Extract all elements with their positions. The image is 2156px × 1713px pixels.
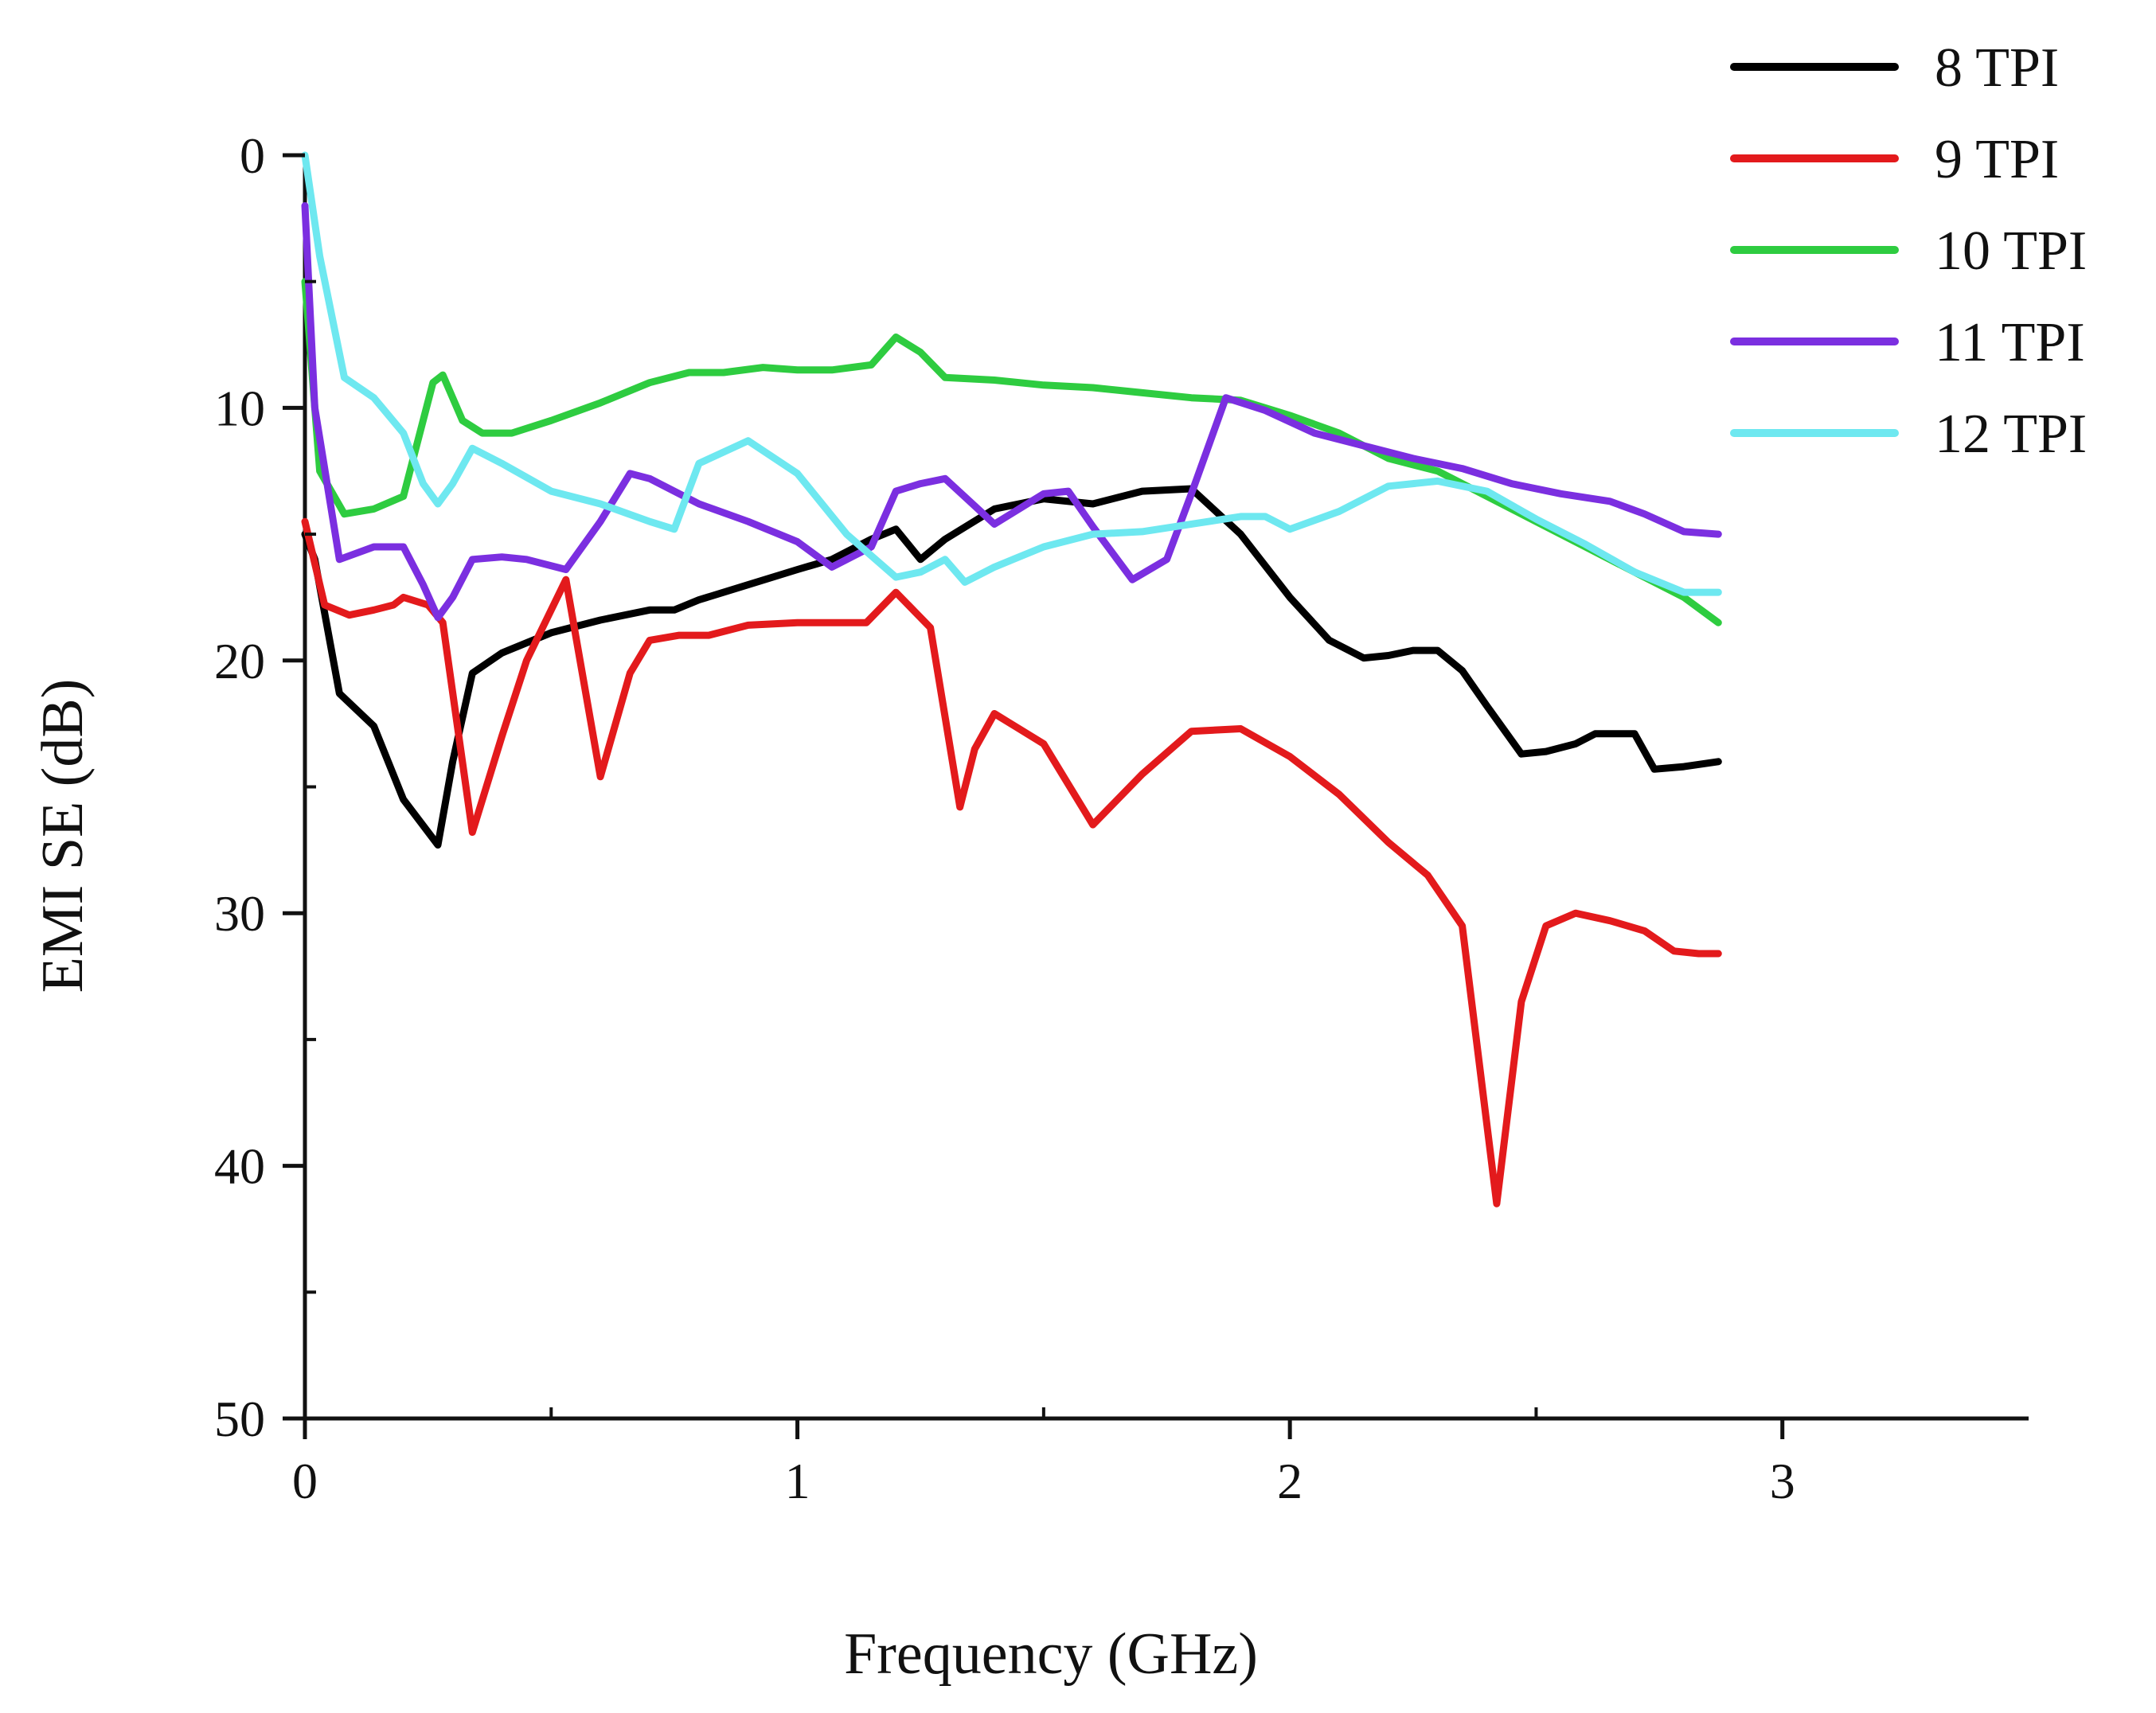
series-line-8-tpi xyxy=(301,485,1722,849)
x-tick-label: 2 xyxy=(1277,1453,1303,1509)
y-tick-label: 10 xyxy=(214,380,265,436)
y-tick-label: 50 xyxy=(214,1391,265,1447)
y-tick-label: 0 xyxy=(240,127,265,184)
x-tick-label: 0 xyxy=(292,1453,318,1509)
legend-label-9-tpi: 9 TPI xyxy=(1935,129,2059,190)
legend: 8 TPI 9 TPI 10 TPI 11 TPI 12 TPI xyxy=(1730,37,2087,465)
series-line-9-tpi xyxy=(301,517,1722,1208)
y-axis-title: EMI SE (dB) xyxy=(30,679,96,993)
series-line-12-tpi xyxy=(301,151,1722,596)
series-line-11-tpi xyxy=(301,202,1722,622)
x-tick-label: 1 xyxy=(785,1453,810,1509)
legend-label-10-tpi: 10 TPI xyxy=(1935,220,2087,282)
x-axis-ticks: 0 1 2 3 xyxy=(292,1407,1795,1509)
y-axis-ticks: 0 10 20 30 40 50 xyxy=(214,127,316,1447)
series-layer xyxy=(301,151,1722,1208)
legend-label-12-tpi: 12 TPI xyxy=(1935,404,2087,465)
y-tick-label: 30 xyxy=(214,885,265,942)
y-tick-label: 40 xyxy=(214,1138,265,1195)
x-axis-title: Frequency (GHz) xyxy=(844,1621,1258,1687)
legend-label-8-tpi: 8 TPI xyxy=(1935,37,2059,99)
legend-label-11-tpi: 11 TPI xyxy=(1935,312,2085,373)
y-tick-label: 20 xyxy=(214,633,265,689)
x-tick-label: 3 xyxy=(1770,1453,1795,1509)
series-line-10-tpi xyxy=(301,278,1722,626)
